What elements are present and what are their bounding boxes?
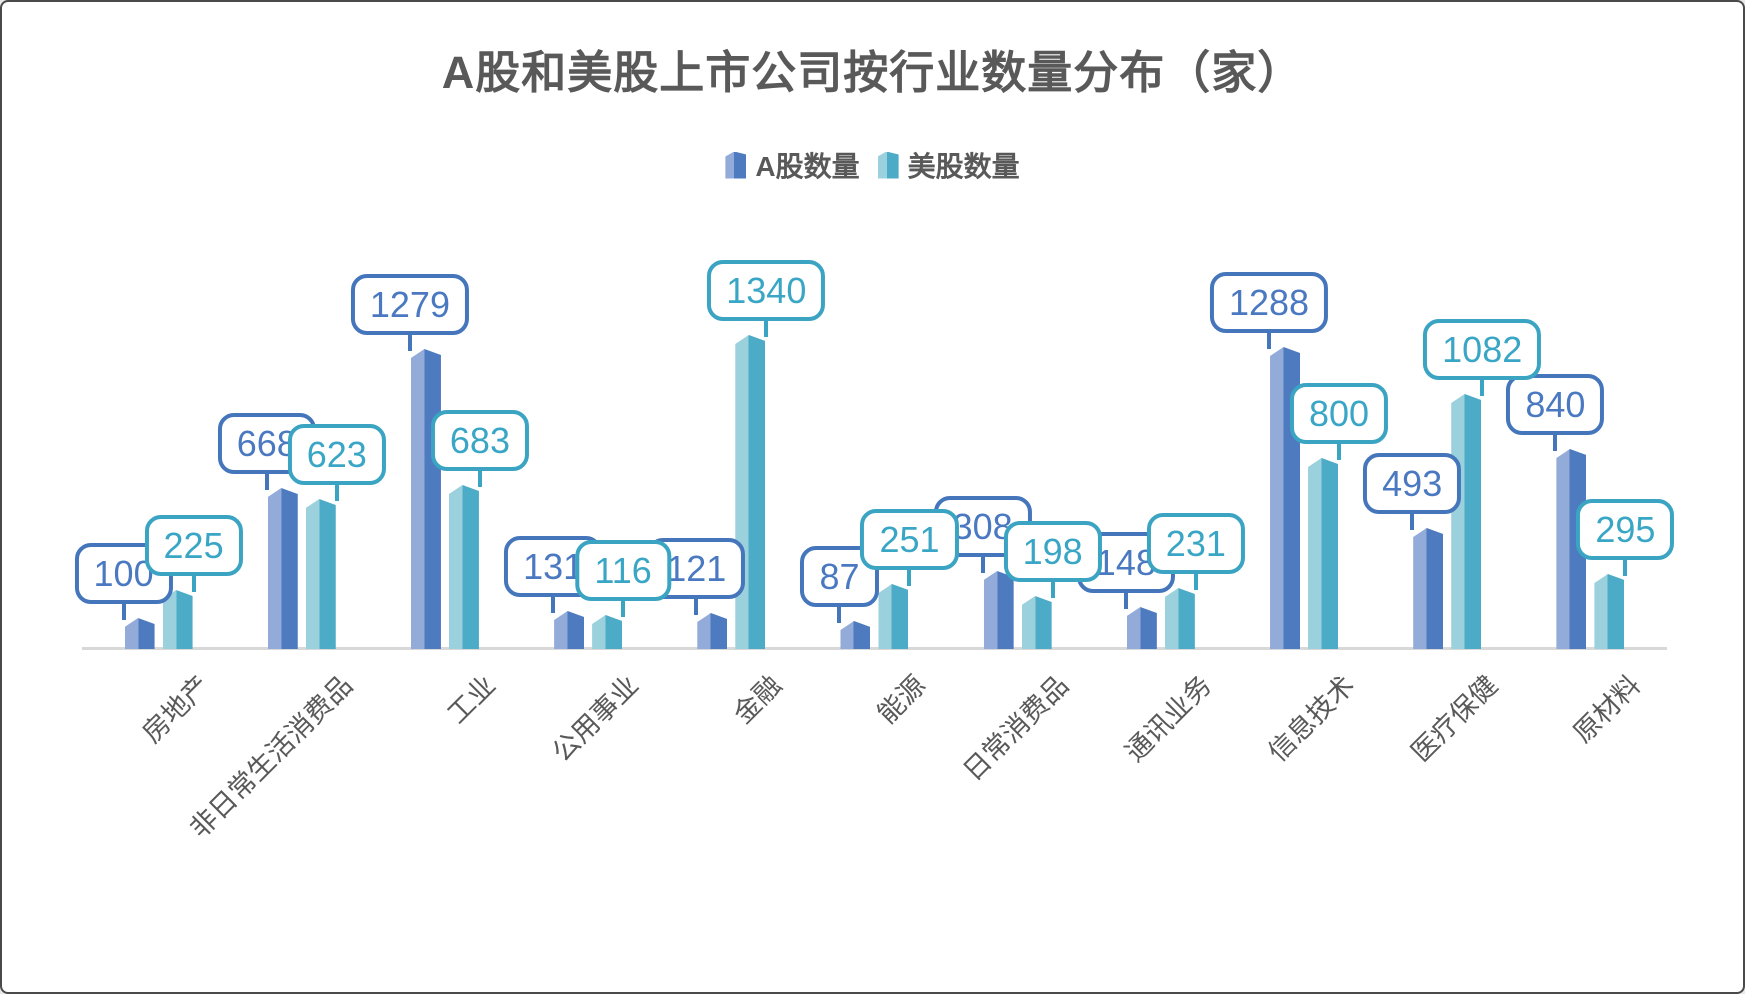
data-label-a-share: 1288 bbox=[1209, 271, 1329, 333]
callout-stem bbox=[980, 555, 985, 573]
callout-stem bbox=[621, 599, 626, 617]
data-label-us-share: 295 bbox=[1576, 498, 1675, 560]
x-axis-labels: 房地产 非日常生活消费品 工业 公用事业 金融 能源 日常消费品 通讯业务 信息技术 医疗保健 原材… bbox=[87, 649, 1662, 989]
bar-us-share bbox=[305, 499, 336, 649]
category-column: 308 198 bbox=[933, 202, 1102, 649]
category-label: 信息技术 bbox=[1262, 669, 1361, 768]
bar-a-share bbox=[124, 618, 155, 649]
category-column: 1288 800 bbox=[1209, 202, 1389, 649]
legend-item-us-share: 美股数量 bbox=[877, 145, 1020, 185]
callout-stem bbox=[1337, 442, 1342, 460]
bar-a-share bbox=[267, 488, 298, 649]
category-column: 668 623 bbox=[217, 202, 386, 649]
category-label: 通讯业务 bbox=[1119, 669, 1218, 768]
bar-us-share bbox=[592, 615, 623, 649]
category-column: 148 231 bbox=[1076, 202, 1245, 649]
callout-stem bbox=[1193, 572, 1198, 590]
data-label-a-share: 1279 bbox=[350, 273, 469, 335]
plot-area: 房地产 非日常生活消费品 工业 公用事业 金融 能源 日常消费品 通讯业务 信息技术 医疗保健 原材… bbox=[74, 202, 1675, 844]
legend-swatch-us-share bbox=[877, 151, 899, 179]
category-column: 131 116 bbox=[504, 202, 671, 649]
bar-a-share bbox=[1126, 607, 1157, 649]
category-label: 医疗保健 bbox=[1405, 669, 1504, 768]
data-label-a-share: 493 bbox=[1363, 452, 1462, 514]
callout-stem bbox=[1123, 591, 1128, 609]
bar-a-share bbox=[983, 571, 1014, 649]
category-label: 日常消费品 bbox=[957, 669, 1074, 787]
legend-label-a-share: A股数量 bbox=[755, 151, 860, 182]
category-label: 能源 bbox=[871, 669, 931, 730]
bar-us-share bbox=[1308, 458, 1339, 649]
data-label-us-share: 683 bbox=[430, 409, 529, 471]
callout-stem bbox=[264, 472, 269, 490]
data-label-us-share: 1340 bbox=[707, 259, 826, 321]
bar-us-share bbox=[1451, 394, 1482, 649]
legend-label-us-share: 美股数量 bbox=[907, 151, 1020, 182]
bar-us-share bbox=[735, 335, 766, 649]
category-label: 工业 bbox=[441, 669, 502, 730]
bar-us-share bbox=[1164, 588, 1195, 649]
data-label-us-share: 800 bbox=[1289, 382, 1389, 444]
bar-a-share bbox=[697, 613, 728, 649]
data-label-us-share: 116 bbox=[575, 539, 671, 601]
data-label-us-share: 623 bbox=[287, 423, 386, 485]
bar-us-share bbox=[1594, 574, 1625, 649]
callout-stem bbox=[407, 333, 412, 351]
data-label-us-share: 225 bbox=[144, 514, 243, 576]
bar-a-share bbox=[1413, 528, 1444, 649]
category-column: 840 295 bbox=[1506, 202, 1675, 649]
category-column: 1279 683 bbox=[350, 202, 529, 649]
callout-stem bbox=[1410, 512, 1415, 530]
category-label: 金融 bbox=[728, 669, 788, 730]
data-label-a-share: 840 bbox=[1506, 373, 1605, 435]
data-label-us-share: 1082 bbox=[1423, 318, 1542, 380]
callout-stem bbox=[1267, 331, 1272, 349]
chart-title: A股和美股上市公司按行业数量分布（家） bbox=[441, 47, 1304, 98]
callout-stem bbox=[551, 595, 556, 613]
callout-stem bbox=[121, 602, 126, 620]
x-axis-line bbox=[82, 647, 1667, 650]
data-label-us-share: 251 bbox=[860, 508, 959, 570]
category-column: 87 251 bbox=[800, 202, 959, 649]
callout-stem bbox=[764, 319, 769, 337]
callout-stem bbox=[1050, 580, 1055, 598]
callout-stem bbox=[694, 597, 699, 615]
callout-stem bbox=[1480, 378, 1485, 396]
callout-stem bbox=[837, 605, 842, 623]
bar-a-share bbox=[840, 621, 871, 649]
category-label: 原材料 bbox=[1568, 669, 1647, 749]
bar-us-share bbox=[878, 584, 909, 649]
data-label-us-share: 198 bbox=[1003, 520, 1102, 582]
bar-us-share bbox=[1021, 596, 1052, 649]
category-label: 公用事业 bbox=[546, 669, 645, 768]
callout-stem bbox=[191, 574, 196, 592]
callout-stem bbox=[334, 483, 339, 501]
data-label-us-share: 231 bbox=[1146, 512, 1245, 574]
legend-item-a-share: A股数量 bbox=[725, 145, 860, 185]
callout-stem bbox=[477, 469, 482, 487]
bar-us-share bbox=[448, 485, 479, 649]
category-column: 493 1082 bbox=[1363, 202, 1542, 649]
bar-us-share bbox=[162, 590, 193, 649]
callout-stem bbox=[1623, 558, 1628, 576]
legend: A股数量 美股数量 bbox=[2, 145, 1743, 185]
category-column: 100 225 bbox=[74, 202, 243, 649]
callout-stem bbox=[1553, 433, 1558, 451]
legend-swatch-a-share bbox=[725, 151, 747, 179]
bar-a-share bbox=[410, 349, 441, 649]
callout-stem bbox=[907, 568, 912, 586]
bar-a-share bbox=[554, 611, 585, 649]
category-label: 房地产 bbox=[136, 669, 215, 749]
category-column: 121 1340 bbox=[647, 202, 826, 649]
